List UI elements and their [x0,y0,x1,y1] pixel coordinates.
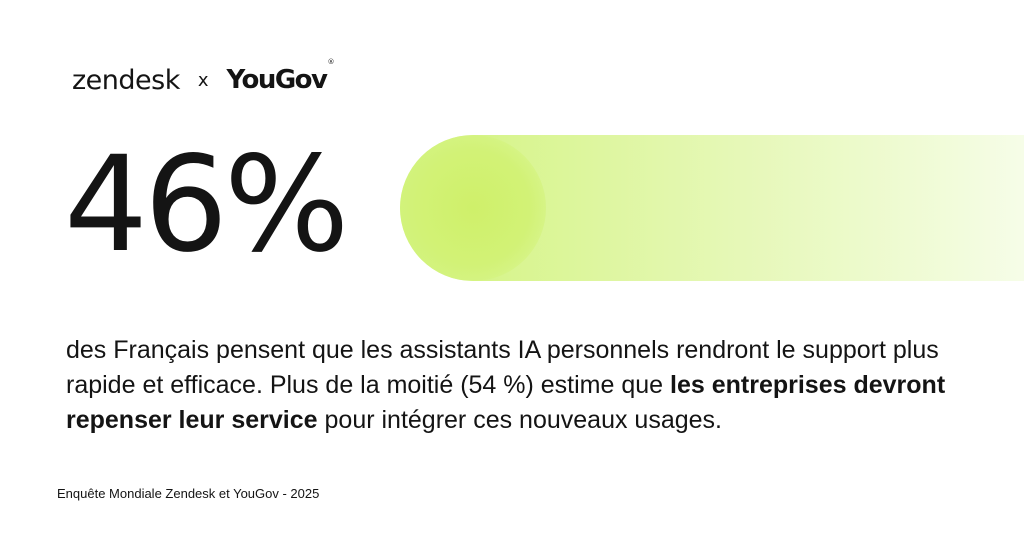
yougov-logo-text: YouGov [226,65,328,95]
logo-separator: x [197,69,209,91]
registered-mark: ® [327,58,335,67]
description-text-start: des Français pensent que les assistants … [66,336,939,399]
stat-progress-indicator [400,135,546,281]
brand-logos: zendesk x YouGov® [72,58,335,100]
zendesk-logo: zendesk [72,64,180,96]
stat-progress-bar [400,135,1024,281]
stat-percentage: 46% [64,128,349,282]
yougov-logo: YouGov® [226,58,335,95]
stat-description: des Français pensent que les assistants … [66,333,966,438]
source-caption: Enquête Mondiale Zendesk et YouGov - 202… [57,486,320,501]
description-text-end: pour intégrer ces nouveaux usages. [317,406,722,434]
description-emphasis: les entreprises devront repenser leur se… [66,371,946,434]
